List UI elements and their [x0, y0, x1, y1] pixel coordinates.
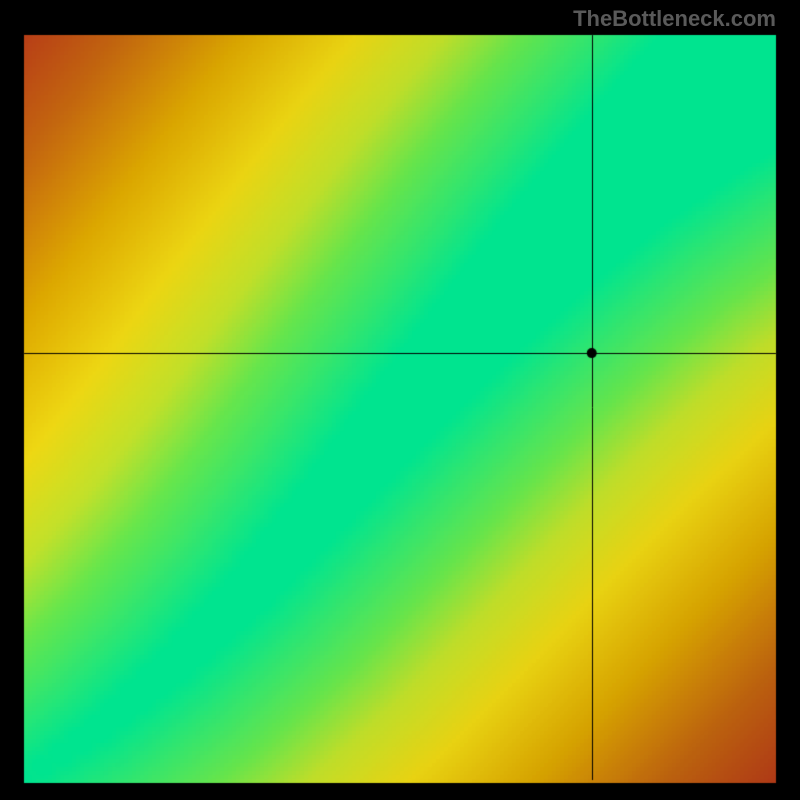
- chart-root: TheBottleneck.com: [0, 0, 800, 800]
- crosshair-overlay: [0, 0, 800, 800]
- watermark-label: TheBottleneck.com: [573, 6, 776, 32]
